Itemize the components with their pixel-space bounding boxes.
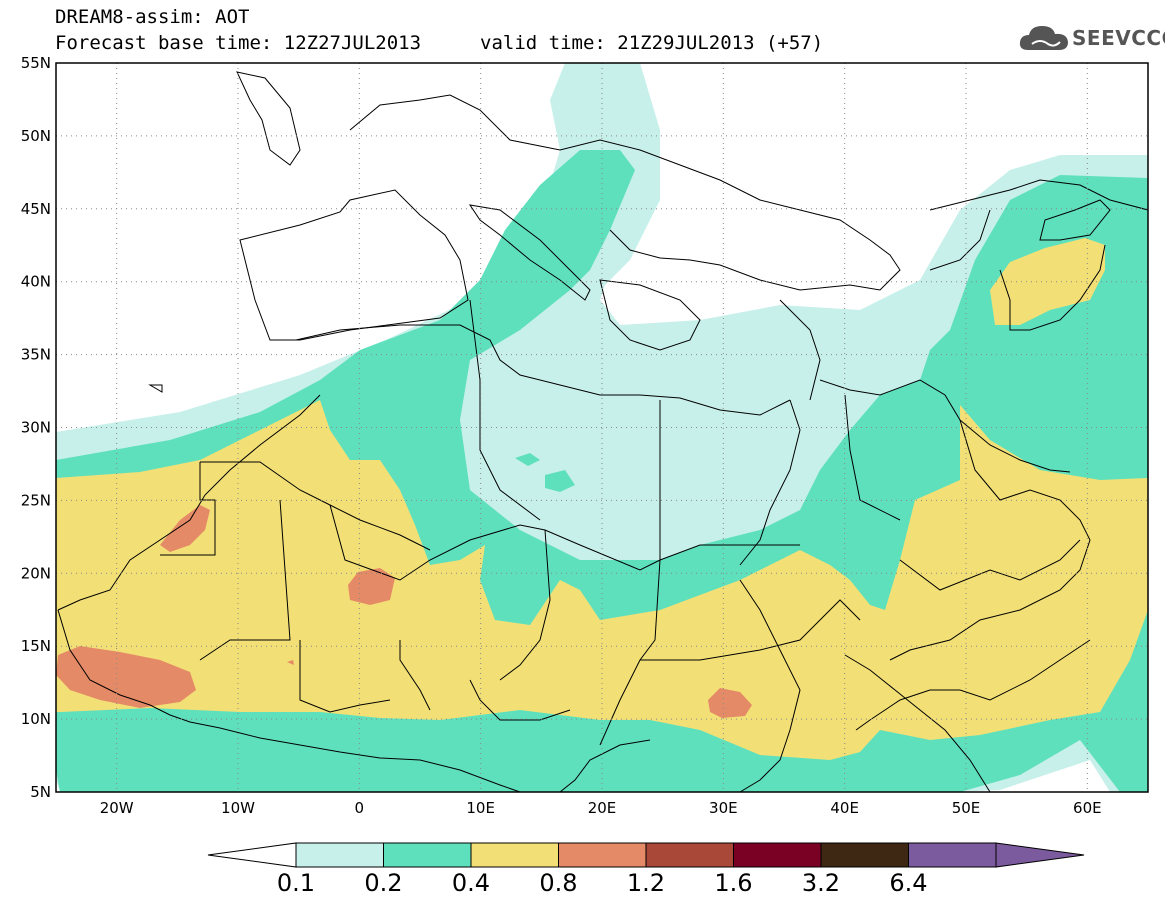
colorbar-label: 0.1 bbox=[277, 869, 315, 897]
lat-label: 15N bbox=[21, 637, 51, 655]
aot-region-0.8-mauritania bbox=[160, 505, 210, 552]
aot-region-0.8-senegal bbox=[56, 646, 196, 708]
colorbar-segment bbox=[645, 842, 734, 868]
colorbar-label: 0.2 bbox=[364, 869, 402, 897]
colorbar-segment bbox=[733, 842, 822, 868]
lon-label: 10W bbox=[221, 799, 255, 817]
colorbar-low-arrow bbox=[207, 842, 297, 868]
colorbar-label: 1.2 bbox=[627, 869, 665, 897]
aot-region-0.4 bbox=[56, 400, 1148, 760]
lat-label: 50N bbox=[21, 127, 51, 145]
lon-label: 0 bbox=[355, 799, 365, 817]
lon-label: 30E bbox=[709, 799, 738, 817]
colorbar-segment bbox=[470, 842, 559, 868]
colorbar-segment bbox=[383, 842, 472, 868]
logo-text: SEEVCCC bbox=[1072, 26, 1165, 50]
lat-label: 10N bbox=[21, 710, 51, 728]
aot-region-0.8-sudan bbox=[708, 688, 752, 718]
map-title: DREAM8-assim: AOT bbox=[55, 6, 250, 28]
lat-label: 5N bbox=[30, 783, 51, 801]
colorbar-label: 0.4 bbox=[452, 869, 490, 897]
lat-label: 40N bbox=[21, 273, 51, 291]
lon-label: 20E bbox=[588, 799, 617, 817]
colorbar-high-arrow bbox=[995, 842, 1085, 868]
colorbar-segment bbox=[558, 842, 647, 868]
colorbar-segment bbox=[820, 842, 909, 868]
latitude-labels: 55N 50N 45N 40N 35N 30N 25N 20N 15N 10N 5N bbox=[21, 54, 51, 801]
lon-label: 60E bbox=[1073, 799, 1102, 817]
colorbar-segment bbox=[908, 842, 997, 868]
map-frame bbox=[55, 62, 1149, 793]
lat-label: 30N bbox=[21, 419, 51, 437]
cloud-icon bbox=[1019, 26, 1068, 50]
lon-label: 40E bbox=[830, 799, 859, 817]
valid-time: valid time: 21Z29JUL2013 (+57) bbox=[480, 32, 824, 54]
colorbar-label: 3.2 bbox=[802, 869, 840, 897]
colorbar-segment bbox=[295, 842, 384, 868]
lon-label: 20W bbox=[100, 799, 134, 817]
aot-region-0.8-mali bbox=[348, 568, 395, 605]
lon-label: 50E bbox=[952, 799, 981, 817]
forecast-base-time: Forecast base time: 12Z27JUL2013 bbox=[55, 32, 422, 54]
colorbar-label: 1.6 bbox=[714, 869, 752, 897]
aot-region-0.2-libya-b bbox=[545, 470, 575, 492]
lon-label: 10E bbox=[466, 799, 495, 817]
colorbar: 0.1 0.2 0.4 0.8 1.2 1.6 3.2 6.4 bbox=[207, 842, 1085, 897]
seevccc-logo: SEEVCCC bbox=[1018, 22, 1165, 54]
lat-label: 35N bbox=[21, 346, 51, 364]
lat-label: 20N bbox=[21, 564, 51, 582]
aot-region-0.8-tiny bbox=[287, 660, 294, 665]
colorbar-label: 6.4 bbox=[889, 869, 927, 897]
lat-label: 45N bbox=[21, 200, 51, 218]
colorbar-label: 0.8 bbox=[539, 869, 577, 897]
aot-region-0.2-libya-a bbox=[515, 453, 540, 466]
lat-label: 25N bbox=[21, 491, 51, 509]
longitude-labels: 20W 10W 0 10E 20E 30E 40E 50E 60E bbox=[100, 799, 1102, 817]
coastlines bbox=[57, 71, 1148, 792]
lat-label: 55N bbox=[21, 54, 51, 72]
